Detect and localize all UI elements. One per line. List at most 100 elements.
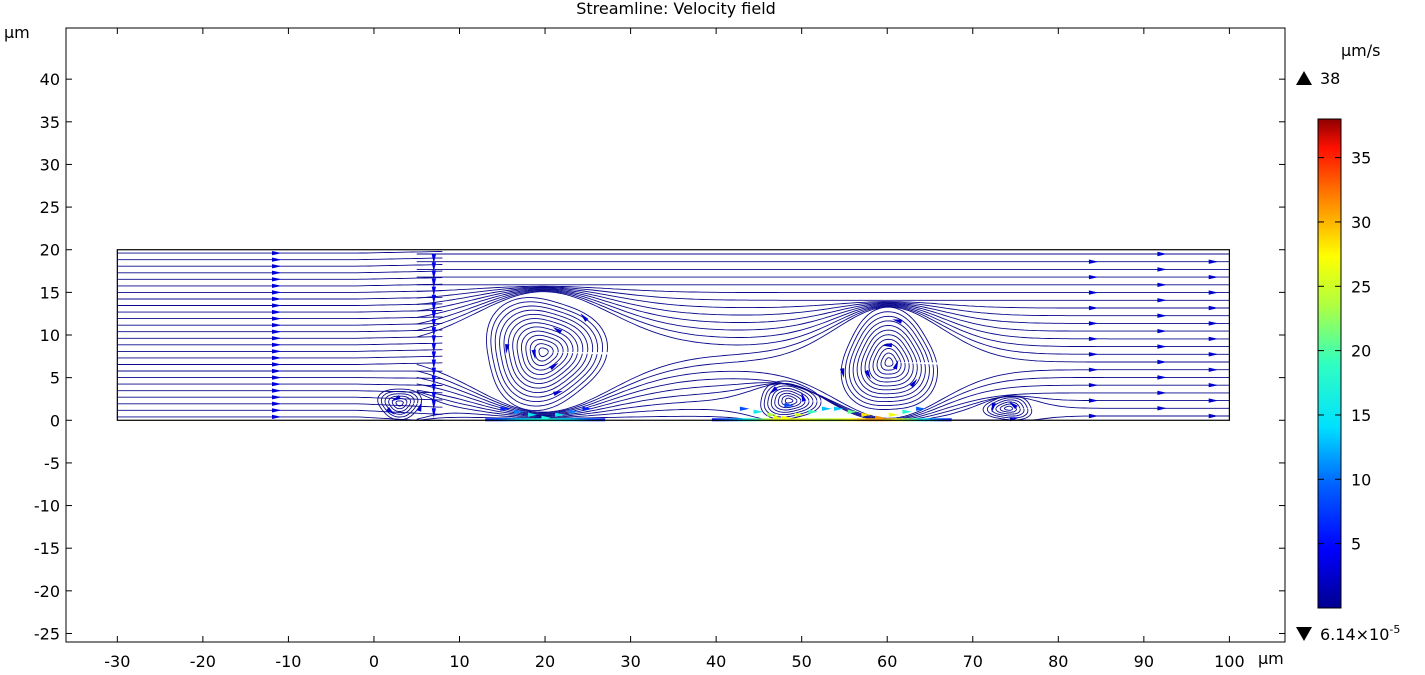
min-triangle-icon [1296, 627, 1312, 641]
vortex-streamline [395, 400, 404, 407]
streamline-arrow [272, 375, 282, 380]
streamline-arrow [882, 342, 892, 348]
streamline-arrow [1157, 406, 1167, 411]
y-tick-label: -10 [34, 497, 60, 516]
streamline-arrow [769, 386, 778, 395]
vortex-streamline [860, 329, 918, 391]
vortex-streamline [781, 395, 798, 406]
vortex-streamline [499, 309, 594, 398]
streamline-arrow [1088, 321, 1099, 326]
streamline-arrow [1008, 401, 1018, 410]
x-axis-unit: μm [1258, 649, 1284, 668]
colorbar-max-label: 38 [1320, 69, 1340, 88]
streamline-arrow [1208, 367, 1219, 372]
x-tick-label: 30 [620, 652, 640, 671]
y-axis-ticks: 40 35 30 25 20 15 10 5 0 -5 -10 -15 -20 -25 [34, 70, 1285, 643]
streamline-arrow [272, 270, 282, 275]
streamline-arrow [272, 303, 282, 308]
streamline-arrow [431, 383, 436, 394]
through-streamline [416, 376, 1230, 420]
vortex-streamline [784, 397, 794, 404]
streamline-arrow [916, 406, 926, 411]
streamline-arrow [1088, 336, 1099, 341]
streamline-arrow [272, 251, 282, 256]
streamline-arrow [272, 388, 282, 393]
streamline-arrow [272, 349, 282, 354]
streamline-arrow [834, 406, 844, 411]
y-axis-unit: μm [4, 23, 30, 42]
x-tick-label: 100 [1214, 652, 1245, 671]
x-tick-label: 70 [963, 652, 983, 671]
through-streamline [416, 291, 1230, 348]
streamline-arrow [739, 406, 750, 411]
streamline-arrow [1088, 398, 1099, 403]
vortex-streamline [380, 391, 419, 418]
streamline-arrow [431, 351, 436, 361]
streamline-arrow [431, 375, 436, 386]
streamline-arrow [1088, 352, 1099, 357]
vortex-streamline [852, 320, 926, 399]
vortex-streamline [767, 385, 814, 416]
streamlines-group [117, 250, 1230, 421]
x-axis-ticks: -30 -20 -10 0 10 20 30 40 50 60 70 80 90 100 [104, 28, 1245, 671]
streamline-arrow [1208, 305, 1219, 311]
colorbar-min-base: 6.14×10 [1320, 625, 1389, 644]
vortex-streamline [512, 322, 579, 385]
colorbar-unit: μm/s [1341, 41, 1381, 60]
streamline-arrow [1088, 290, 1099, 295]
y-tick-label: 15 [40, 283, 60, 302]
colorbar-tick-label: 15 [1351, 406, 1371, 425]
chart-title: Streamline: Velocity field [576, 0, 776, 18]
streamline-arrows-group [272, 251, 1219, 422]
colorbar-min-label: 6.14×10-5 [1320, 623, 1400, 644]
streamline-arrow [272, 296, 282, 302]
streamline-arrow [431, 327, 436, 337]
streamline-arrow [431, 270, 436, 280]
vortex-streamline [884, 357, 894, 367]
streamline-arrow [431, 343, 436, 353]
streamline-arrow [272, 401, 282, 406]
streamline-arrow [1157, 359, 1167, 365]
x-tick-label: 10 [449, 652, 469, 671]
vortex-streamline [864, 334, 914, 387]
vortex-streamline [876, 348, 902, 375]
streamline-arrow [580, 313, 589, 322]
streamline-arrow [1208, 398, 1219, 403]
colorbar-tick-label: 20 [1351, 342, 1371, 361]
colorbar-min-exponent: -5 [1389, 623, 1400, 636]
streamline-arrow [272, 414, 282, 419]
through-streamline [416, 305, 1230, 413]
streamline-arrow [272, 336, 282, 341]
vortex-streamline [391, 398, 408, 410]
streamline-arrow [794, 412, 805, 417]
streamline-arrow [272, 277, 282, 282]
vortex-streamline [529, 339, 559, 367]
y-tick-label: 0 [50, 411, 60, 430]
streamline-arrow [1208, 321, 1219, 326]
vortex-streamline [995, 401, 1021, 415]
y-tick-label: -25 [34, 624, 60, 643]
x-tick-label: -30 [104, 652, 130, 671]
streamline-arrow [417, 401, 422, 412]
streamline-arrow [431, 359, 436, 370]
domain-boundary [116, 249, 1230, 421]
streamline-arrow [1157, 251, 1167, 257]
streamline-arrow [991, 402, 996, 413]
streamline-arrow [272, 368, 282, 374]
vortex-streamline [388, 395, 412, 412]
geometry-domain [116, 249, 1230, 422]
through-streamline [416, 289, 1230, 332]
streamline-arrow [839, 368, 845, 378]
y-tick-label: 10 [40, 326, 60, 345]
streamline-arrow [500, 406, 510, 411]
streamline-arrow [1157, 267, 1167, 272]
streamline-arrow [272, 362, 282, 367]
streamline-arrow [847, 409, 858, 414]
vortex-streamline [880, 352, 898, 371]
vortex-streamline [377, 388, 422, 421]
streamline-arrow [272, 309, 282, 315]
vortex-streamline [760, 380, 822, 420]
y-tick-label: -5 [44, 454, 60, 473]
colorbar-tick-label: 25 [1351, 277, 1371, 296]
streamline-arrow [272, 290, 282, 295]
